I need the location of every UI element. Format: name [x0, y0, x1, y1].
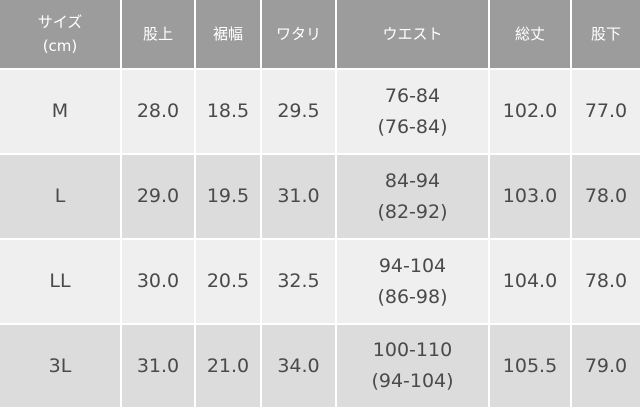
cell-text: 18.5	[206, 100, 250, 122]
cell-text: 77.0	[584, 100, 628, 122]
cell-text: 20.5	[206, 270, 250, 292]
cell-text: 76-84	[384, 84, 441, 107]
cell-text: 21.0	[206, 354, 250, 377]
table-cell: 股下	[572, 0, 640, 70]
cell-text: M	[51, 100, 69, 122]
table-cell: 30.0	[122, 240, 196, 325]
table-cell: 股上	[122, 0, 196, 70]
cell-text: (76-84)	[377, 115, 448, 138]
table-cell: LL	[0, 240, 122, 325]
table-cell: 94-104 (86-98)	[337, 240, 490, 325]
table-cell: 104.0	[490, 240, 572, 325]
cell-text: ワタリ	[275, 25, 321, 43]
table-cell: ワタリ	[262, 0, 337, 70]
table-cell: 総丈	[490, 0, 572, 70]
table-cell: 18.5	[196, 70, 262, 155]
cell-text: 28.0	[136, 100, 180, 122]
cell-text: 32.5	[277, 270, 320, 292]
cell-text: L	[54, 185, 66, 207]
cell-text: 裾幅	[212, 25, 243, 43]
cell-text: 94-104	[378, 254, 447, 277]
table-cell: 20.5	[196, 240, 262, 325]
table-cell: ウエスト	[337, 0, 490, 70]
cell-text: 103.0	[502, 185, 558, 207]
cell-text: 79.0	[584, 354, 628, 377]
table-cell: 29.0	[122, 155, 196, 240]
cell-text: 34.0	[277, 354, 320, 377]
table-cell: 31.0	[122, 325, 196, 409]
cell-text: (cm)	[42, 37, 78, 55]
cell-text: サイズ	[37, 13, 83, 31]
table-cell: 28.0	[122, 70, 196, 155]
cell-text: 78.0	[584, 185, 628, 207]
cell-text: 3L	[48, 354, 72, 377]
table-cell: 103.0	[490, 155, 572, 240]
cell-text: 104.0	[502, 270, 558, 292]
table-cell: 77.0	[572, 70, 640, 155]
cell-text: 100-110	[372, 339, 453, 361]
cell-text: (82-92)	[377, 200, 448, 223]
cell-text: 29.0	[136, 185, 180, 207]
table-cell: 21.0	[196, 325, 262, 409]
table-cell: 76-84 (76-84)	[337, 70, 490, 155]
cell-text: 105.5	[502, 354, 558, 377]
cell-text: (86-98)	[377, 285, 448, 308]
cell-text: 102.0	[502, 100, 558, 122]
table-cell: 3L	[0, 325, 122, 409]
cell-text: 84-94	[384, 169, 441, 192]
table-cell: 78.0	[572, 155, 640, 240]
table-cell: 29.5	[262, 70, 337, 155]
cell-text: 31.0	[136, 354, 180, 377]
table-cell: 100-110 (94-104)	[337, 325, 490, 409]
cell-text: 総丈	[514, 25, 545, 43]
table-cell: 34.0	[262, 325, 337, 409]
cell-text: LL	[49, 270, 71, 292]
cell-text: 31.0	[277, 185, 320, 207]
table-cell: 31.0	[262, 155, 337, 240]
cell-text: 30.0	[136, 270, 180, 292]
cell-text: 股上	[142, 25, 173, 43]
cell-text: 股下	[590, 25, 621, 43]
table-cell: 102.0	[490, 70, 572, 155]
cell-text: 78.0	[584, 270, 628, 292]
cell-text: 19.5	[206, 185, 250, 207]
table-cell: 78.0	[572, 240, 640, 325]
cell-text: (94-104)	[371, 370, 454, 392]
table-cell: M	[0, 70, 122, 155]
table-cell: L	[0, 155, 122, 240]
table-cell: 79.0	[572, 325, 640, 409]
table-cell: 32.5	[262, 240, 337, 325]
table-cell: 105.5	[490, 325, 572, 409]
table-cell: 裾幅	[196, 0, 262, 70]
cell-text: ウエスト	[382, 25, 443, 43]
table-cell: 84-94 (82-92)	[337, 155, 490, 240]
table-cell: 19.5	[196, 155, 262, 240]
cell-text: 29.5	[277, 100, 320, 122]
table-cell: サイズ (cm)	[0, 0, 122, 70]
